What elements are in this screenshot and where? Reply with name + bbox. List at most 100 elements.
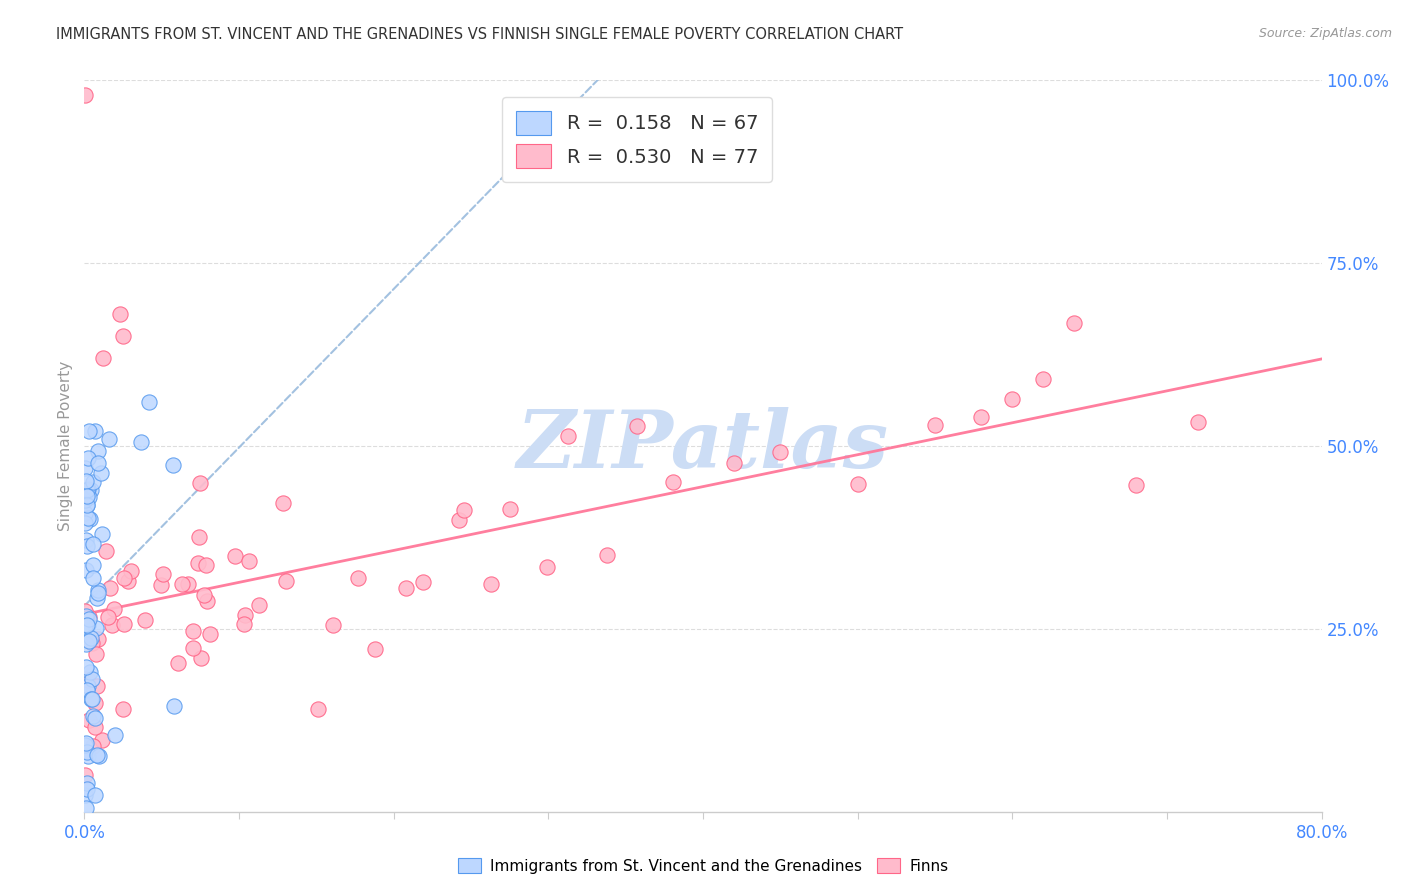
Point: [80, 691, 103, 706]
Point: [1125, 478, 1147, 492]
Point: [232, 617, 254, 632]
Point: [94, 543, 117, 558]
Point: [104, 728, 127, 742]
Point: [769, 445, 792, 459]
Point: [76, 745, 98, 759]
Point: [79, 634, 101, 648]
Point: [83, 697, 105, 711]
Point: [188, 475, 211, 490]
Point: [73, 87, 96, 102]
Point: [77, 482, 100, 496]
Point: [91, 351, 114, 366]
Point: [80, 483, 103, 497]
Point: [76, 539, 98, 553]
Point: [76, 498, 98, 512]
Point: [75, 672, 97, 686]
Point: [86, 679, 108, 693]
Point: [75, 736, 97, 750]
Point: [77, 680, 100, 694]
Point: [73, 461, 96, 475]
Point: [112, 616, 135, 631]
Point: [1001, 392, 1024, 406]
Point: [596, 548, 619, 562]
Point: [195, 594, 218, 608]
Point: [86, 747, 108, 762]
Point: [75, 533, 97, 547]
Legend: R =  0.158   N = 67, R =  0.530   N = 77: R = 0.158 N = 67, R = 0.530 N = 77: [502, 97, 772, 182]
Point: [87, 443, 110, 458]
Point: [90, 467, 112, 481]
Point: [86, 591, 108, 605]
Point: [77, 673, 100, 687]
Point: [238, 554, 260, 568]
Point: [80, 672, 103, 686]
Point: [112, 571, 135, 585]
Point: [76, 483, 98, 498]
Point: [82, 475, 104, 490]
Text: Source: ZipAtlas.com: Source: ZipAtlas.com: [1258, 27, 1392, 40]
Point: [152, 567, 174, 582]
Point: [98, 581, 121, 595]
Point: [117, 574, 139, 589]
Point: [453, 503, 475, 517]
Point: [626, 419, 648, 434]
Point: [75, 801, 97, 815]
Point: [82, 692, 104, 706]
Point: [187, 556, 209, 570]
Point: [224, 549, 246, 564]
Point: [76, 617, 98, 632]
Point: [662, 475, 685, 489]
Point: [76, 683, 98, 698]
Y-axis label: Single Female Poverty: Single Female Poverty: [58, 361, 73, 531]
Text: IMMIGRANTS FROM ST. VINCENT AND THE GRENADINES VS FINNISH SINGLE FEMALE POVERTY : IMMIGRANTS FROM ST. VINCENT AND THE GREN…: [56, 27, 904, 42]
Point: [97, 610, 120, 624]
Point: [84, 621, 107, 635]
Point: [87, 456, 110, 470]
Point: [846, 476, 869, 491]
Point: [395, 582, 418, 596]
Point: [75, 474, 97, 488]
Point: [536, 560, 558, 574]
Point: [75, 492, 97, 507]
Point: [76, 781, 98, 796]
Point: [75, 608, 97, 623]
Point: [73, 506, 96, 520]
Point: [129, 435, 152, 450]
Point: [76, 617, 98, 632]
Point: [82, 537, 104, 551]
Legend: Immigrants from St. Vincent and the Grenadines, Finns: Immigrants from St. Vincent and the Gren…: [451, 852, 955, 880]
Point: [87, 586, 110, 600]
Point: [76, 660, 98, 674]
Point: [80, 636, 103, 650]
Point: [76, 748, 98, 763]
Point: [87, 632, 110, 647]
Point: [247, 598, 270, 612]
Point: [723, 457, 745, 471]
Point: [235, 608, 257, 623]
Point: [83, 720, 105, 734]
Point: [479, 577, 502, 591]
Point: [75, 604, 97, 618]
Point: [181, 640, 204, 655]
Point: [557, 428, 579, 442]
Point: [75, 516, 97, 530]
Point: [82, 739, 104, 753]
Point: [170, 577, 193, 591]
Point: [271, 496, 294, 510]
Point: [120, 564, 142, 578]
Point: [412, 574, 434, 589]
Point: [75, 637, 97, 651]
Point: [82, 571, 104, 585]
Point: [83, 711, 105, 725]
Point: [322, 618, 344, 632]
Point: [76, 489, 98, 503]
Point: [499, 502, 522, 516]
Point: [73, 619, 96, 633]
Point: [1032, 372, 1054, 386]
Point: [82, 558, 104, 572]
Point: [77, 425, 100, 439]
Point: [87, 749, 110, 764]
Point: [167, 657, 190, 671]
Point: [79, 512, 101, 526]
Point: [90, 732, 112, 747]
